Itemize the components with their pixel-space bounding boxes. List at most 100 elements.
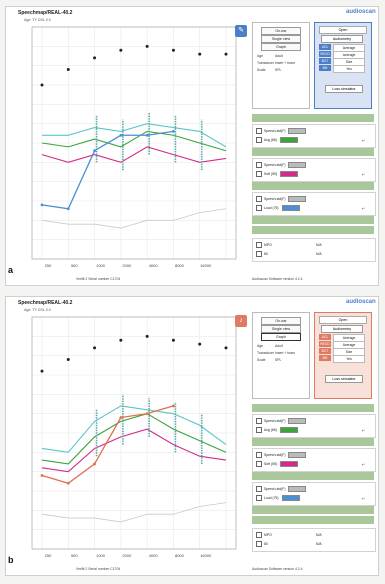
- ucl-point: [224, 346, 228, 350]
- grey-series: [41, 208, 227, 229]
- section-divider: [252, 226, 374, 234]
- arrow-icon[interactable]: ↵: [361, 496, 365, 501]
- orange-point: [145, 412, 149, 416]
- arrow-icon[interactable]: ↵: [361, 138, 365, 143]
- loss-simulator-button[interactable]: Loss simulator: [325, 375, 363, 383]
- section-divider: [252, 114, 374, 122]
- blue-point: [93, 149, 96, 153]
- orange-series: [41, 405, 174, 484]
- pink-series: [41, 146, 227, 163]
- teal-series: [41, 405, 227, 453]
- config-row[interactable]: BN Yes: [319, 65, 367, 73]
- section-divider: [252, 472, 374, 480]
- config-row[interactable]: RECD Average: [319, 341, 367, 349]
- audiometry-button[interactable]: Audiometry: [321, 325, 363, 333]
- pink-series: [41, 428, 227, 473]
- test-row-3: Speech-std(F) Loud (75) ↵: [252, 482, 376, 506]
- test-checkbox[interactable]: [256, 418, 262, 425]
- test-checkbox[interactable]: [256, 171, 262, 178]
- plot-frame: [31, 316, 237, 550]
- on-ear-button[interactable]: On-ear: [261, 27, 301, 35]
- single-view-button[interactable]: Single view: [261, 35, 301, 43]
- config-grid: UCL Average RECD Average BCT Size BN Yes: [319, 334, 367, 363]
- grey-series: [41, 502, 227, 523]
- speechmap-plot[interactable]: 250 500 1000 2000 4000 8000 16000: [24, 23, 242, 277]
- pencil-icon[interactable]: ✎: [235, 25, 247, 37]
- blue-point: [40, 203, 44, 207]
- ucl-point: [119, 48, 123, 52]
- test-checkbox[interactable]: [256, 205, 262, 212]
- test-row-1: Speech-std(F) Avg (65) ↵: [252, 414, 376, 438]
- orange-point: [40, 474, 44, 477]
- x-tick-label: 250: [45, 553, 52, 558]
- config-row[interactable]: BCT Size: [319, 348, 367, 356]
- mpo-box: MPO N/A 80 N/A: [252, 528, 376, 552]
- brand-logo: audioscan: [346, 9, 376, 15]
- mpo-checkbox[interactable]: [256, 532, 262, 539]
- config-grid: UCL Average RECD Average BCT Size BN Yes: [319, 44, 367, 73]
- config-row[interactable]: RECD Average: [319, 51, 367, 59]
- age-field: Age Adult: [257, 54, 283, 58]
- mpo-box: MPO N/A 80 N/A: [252, 238, 376, 262]
- green-swatch: [279, 427, 298, 434]
- test-checkbox[interactable]: [256, 427, 262, 434]
- on-ear-button[interactable]: On-ear: [261, 317, 301, 325]
- panel-subtitle: Age: TY DSL 0.0: [24, 18, 51, 22]
- ucl-point: [171, 338, 175, 342]
- ucl-point: [93, 56, 97, 60]
- orange-point: [66, 481, 70, 485]
- config-row[interactable]: BCT Size: [319, 58, 367, 66]
- panel-subtitle: Age: TY DSL 0.0: [24, 308, 51, 312]
- x-tick-label: 8000: [175, 263, 185, 268]
- x-tick-label: 16000: [200, 553, 212, 558]
- test-checkbox[interactable]: [256, 452, 262, 459]
- footer-serial: Verifit 2 Serial number C1704: [76, 567, 121, 571]
- arrow-icon[interactable]: ↵: [361, 172, 365, 177]
- panel-letter: a: [8, 265, 14, 275]
- config-row[interactable]: BN Yes: [319, 355, 367, 363]
- section-divider: [252, 506, 374, 514]
- test-checkbox[interactable]: [256, 162, 262, 169]
- mpo-checkbox[interactable]: [256, 541, 262, 548]
- blue-series: [41, 130, 174, 210]
- blue-swatch: [281, 205, 300, 212]
- test-checkbox[interactable]: [256, 495, 262, 502]
- config-row[interactable]: UCL Average: [319, 44, 367, 52]
- pink-swatch: [280, 171, 299, 178]
- arrow-icon[interactable]: ↵: [361, 428, 365, 433]
- mpo-checkbox[interactable]: [256, 251, 262, 258]
- test-row-2: Speech-std(F) Soft (55) ↵: [252, 448, 376, 472]
- blue-point: [172, 130, 175, 133]
- session-dropdown[interactable]: Open: [319, 26, 367, 34]
- hearing-icon[interactable]: ♪: [235, 315, 247, 327]
- audiometry-button[interactable]: Audiometry: [321, 35, 363, 43]
- arrow-icon[interactable]: ↵: [361, 206, 365, 211]
- ucl-point: [171, 48, 175, 52]
- arrow-icon[interactable]: ↵: [361, 462, 365, 467]
- test-checkbox[interactable]: [256, 461, 262, 468]
- x-tick-label: 500: [71, 263, 78, 268]
- loss-simulator-button[interactable]: Loss simulator: [325, 85, 363, 93]
- session-dropdown[interactable]: Open: [319, 316, 367, 324]
- test-checkbox[interactable]: [256, 137, 262, 144]
- green-series: [41, 130, 227, 152]
- ucl-point: [198, 342, 202, 346]
- graph-button[interactable]: Graph: [261, 333, 301, 341]
- x-tick-label: 250: [45, 263, 52, 268]
- test-checkbox[interactable]: [256, 196, 262, 203]
- ucl-point: [40, 83, 44, 87]
- mpo-checkbox[interactable]: [256, 242, 262, 249]
- test-checkbox[interactable]: [256, 128, 262, 135]
- single-view-button[interactable]: Single view: [261, 325, 301, 333]
- speechmap-plot[interactable]: 250 500 1000 2000 4000 8000 16000: [24, 313, 242, 567]
- panel-b: Speechmap/REAL-40.2 Age: TY DSL 0.0 audi…: [5, 296, 379, 576]
- graph-button[interactable]: Graph: [261, 43, 301, 51]
- section-divider: [252, 516, 374, 524]
- ucl-point: [66, 358, 70, 362]
- blue-point: [119, 133, 123, 137]
- config-row[interactable]: UCL Average: [319, 334, 367, 342]
- transducer-field: Transducer Insert + foam: [257, 61, 295, 65]
- test-checkbox[interactable]: [256, 486, 262, 493]
- age-field: Age Adult: [257, 344, 283, 348]
- ucl-point: [66, 68, 70, 72]
